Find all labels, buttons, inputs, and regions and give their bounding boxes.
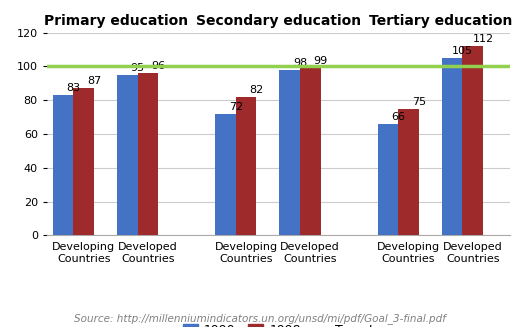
Text: 72: 72 [229, 102, 243, 112]
Text: Primary education: Primary education [44, 14, 188, 28]
Bar [378, 124, 398, 235]
Text: Tertiary education: Tertiary education [369, 14, 512, 28]
Text: 83: 83 [67, 83, 81, 93]
Text: 96: 96 [151, 61, 165, 71]
Text: 87: 87 [87, 77, 101, 86]
Bar [53, 95, 73, 235]
Text: Source: http://millenniumindicators.un.org/unsd/mi/pdf/Goal_3-final.pdf: Source: http://millenniumindicators.un.o… [74, 313, 446, 324]
Bar [462, 46, 483, 235]
Text: 99: 99 [314, 56, 328, 66]
Text: 82: 82 [250, 85, 264, 95]
Bar [137, 73, 158, 235]
Bar [300, 68, 320, 235]
Text: 98: 98 [293, 58, 307, 68]
Bar [73, 88, 94, 235]
Text: 95: 95 [131, 63, 145, 73]
Text: 75: 75 [412, 97, 426, 107]
Text: Secondary education: Secondary education [196, 14, 361, 28]
Bar [398, 109, 419, 235]
Bar [236, 97, 256, 235]
Text: 105: 105 [452, 46, 473, 56]
Bar [441, 58, 462, 235]
Bar [279, 70, 300, 235]
Bar [215, 114, 236, 235]
Text: 66: 66 [391, 112, 405, 122]
Legend: 1990, 1998, Target: 1990, 1998, Target [178, 319, 379, 327]
Text: 112: 112 [473, 34, 493, 44]
Bar [117, 75, 137, 235]
